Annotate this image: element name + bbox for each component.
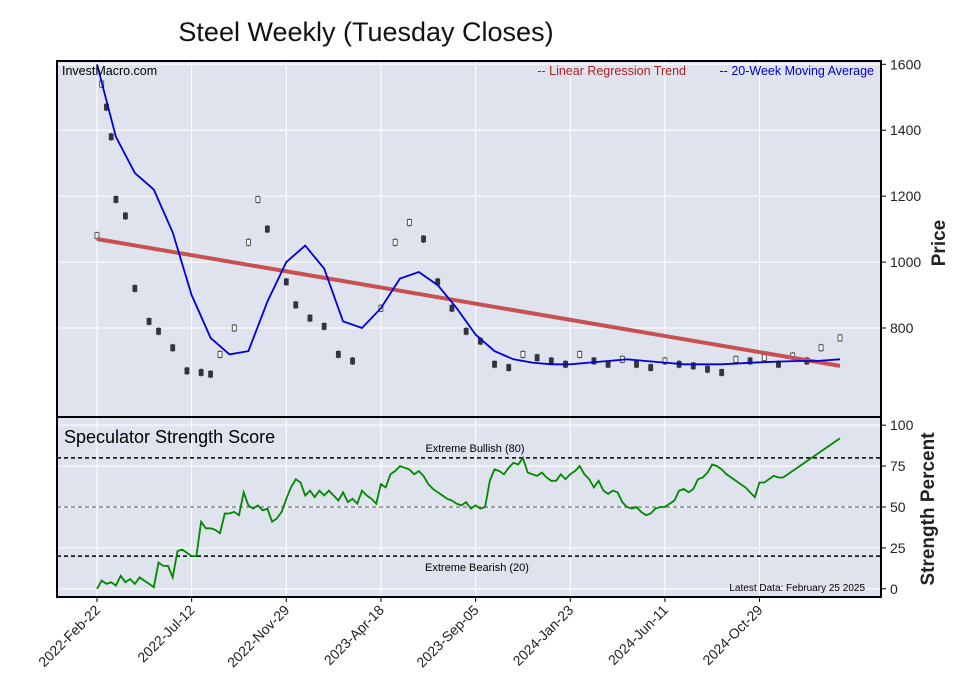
candle-body bbox=[761, 354, 767, 362]
candle-body bbox=[132, 285, 138, 292]
candle-body bbox=[170, 344, 176, 352]
price-tick-label: 1000 bbox=[890, 254, 921, 270]
price-grid bbox=[57, 61, 881, 417]
strength-panel: Speculator Strength Score Extreme Bullis… bbox=[56, 416, 939, 598]
candle-body bbox=[520, 350, 526, 358]
candle-body bbox=[548, 357, 554, 365]
candle-body bbox=[421, 235, 426, 243]
legend-regression: -- Linear Regression Trend bbox=[537, 64, 686, 78]
source-label: InvestMacro.com bbox=[62, 64, 157, 78]
x-tick-label: 2022-Nov-29 bbox=[224, 602, 293, 671]
x-tick-label: 2024-Jun-11 bbox=[605, 602, 671, 668]
legend-moving-average: -- 20-Week Moving Average bbox=[720, 64, 875, 78]
candle-body bbox=[392, 238, 398, 246]
x-tick-label: 2022-Jul-12 bbox=[134, 602, 198, 666]
strength-axis-ticks: 0 25 50 75 100 bbox=[881, 417, 914, 597]
candle-body bbox=[108, 133, 114, 141]
candle-body bbox=[246, 238, 251, 246]
candle-body bbox=[255, 196, 261, 203]
x-tick-label: 2022-Feb-22 bbox=[35, 602, 103, 670]
price-tick-label: 1200 bbox=[890, 188, 921, 204]
candle-body bbox=[156, 327, 161, 335]
x-tick-label: 2023-Sep-05 bbox=[413, 602, 482, 671]
candle-body bbox=[463, 327, 469, 335]
extreme-bearish-label: Extreme Bearish (20) bbox=[425, 562, 529, 574]
candle-body bbox=[217, 350, 223, 358]
price-tick-label: 1600 bbox=[890, 56, 921, 72]
candle-body bbox=[492, 360, 497, 368]
candle-body bbox=[350, 357, 355, 365]
strength-axis-label: Strength Percent bbox=[918, 432, 939, 586]
candle-body bbox=[506, 364, 512, 371]
candle-body bbox=[605, 360, 611, 368]
candle-body bbox=[335, 350, 341, 358]
candle-body bbox=[122, 212, 128, 220]
price-tick-label: 1400 bbox=[890, 122, 921, 138]
candle-body bbox=[634, 360, 639, 368]
candle-body bbox=[719, 369, 725, 376]
latest-data-label: Latest Data: February 25 2025 bbox=[729, 583, 865, 594]
candle-body bbox=[307, 314, 313, 322]
price-plot-background bbox=[57, 61, 881, 417]
strength-score-line bbox=[96, 437, 841, 590]
candle-body bbox=[208, 370, 213, 378]
candle-body bbox=[113, 196, 119, 203]
candle-body bbox=[406, 219, 412, 226]
candle-body bbox=[705, 365, 710, 373]
candle-body bbox=[231, 324, 237, 332]
x-tick-label: 2024-Oct-29 bbox=[699, 602, 765, 668]
candle-body bbox=[733, 355, 739, 363]
regression-trend-line bbox=[96, 237, 841, 368]
x-tick-label: 2024-Jan-23 bbox=[509, 602, 576, 669]
candle-body bbox=[321, 322, 327, 330]
candle-body bbox=[449, 304, 455, 312]
price-tick-label: 800 bbox=[890, 320, 914, 336]
price-axis-ticks: 800 1000 1200 1400 1600 bbox=[881, 56, 921, 336]
candle-body bbox=[577, 350, 583, 358]
candle-body bbox=[146, 318, 152, 325]
candle-body bbox=[283, 278, 289, 286]
candle-body bbox=[837, 334, 843, 342]
candle-body bbox=[184, 367, 190, 375]
moving-average-line bbox=[96, 64, 841, 366]
strength-tick-label: 100 bbox=[890, 417, 914, 433]
candle-body bbox=[690, 362, 696, 370]
strength-tick-label: 75 bbox=[890, 458, 906, 474]
candle-body bbox=[591, 357, 597, 365]
price-panel: InvestMacro.com -- Linear Regression Tre… bbox=[56, 56, 950, 418]
strength-tick-label: 25 bbox=[890, 540, 906, 556]
candle-body bbox=[534, 354, 540, 362]
strength-tick-label: 0 bbox=[890, 581, 898, 597]
candle-body bbox=[747, 357, 753, 365]
strength-panel-title: Speculator Strength Score bbox=[64, 427, 275, 447]
candle-body bbox=[94, 232, 100, 240]
chart-title: Steel Weekly (Tuesday Closes) bbox=[178, 17, 553, 47]
strength-reference-lines bbox=[57, 457, 881, 557]
candle-body bbox=[264, 225, 270, 233]
candle-body bbox=[293, 301, 299, 309]
x-axis-ticks: 2022-Feb-22 2022-Jul-12 2022-Nov-29 2023-Ap… bbox=[35, 597, 766, 670]
extreme-bullish-label: Extreme Bullish (80) bbox=[425, 443, 524, 455]
x-tick-label: 2023-Apr-18 bbox=[321, 602, 387, 668]
price-axis-label: Price bbox=[929, 220, 950, 266]
candle-body bbox=[662, 357, 668, 365]
candle-body bbox=[818, 344, 824, 352]
candle-body bbox=[198, 369, 204, 376]
candle-body bbox=[648, 364, 654, 371]
strength-tick-label: 50 bbox=[890, 499, 906, 515]
